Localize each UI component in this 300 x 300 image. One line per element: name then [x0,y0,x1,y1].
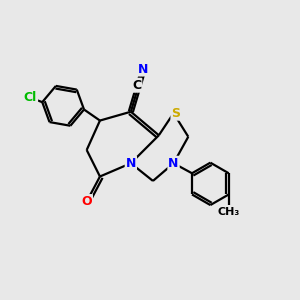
Text: Cl: Cl [24,91,37,104]
Text: S: S [171,107,180,120]
Text: N: N [126,157,136,170]
Text: N: N [137,62,148,76]
Text: CH₃: CH₃ [218,207,240,217]
Text: C: C [132,79,141,92]
Text: N: N [168,157,179,170]
Text: O: O [81,195,92,208]
